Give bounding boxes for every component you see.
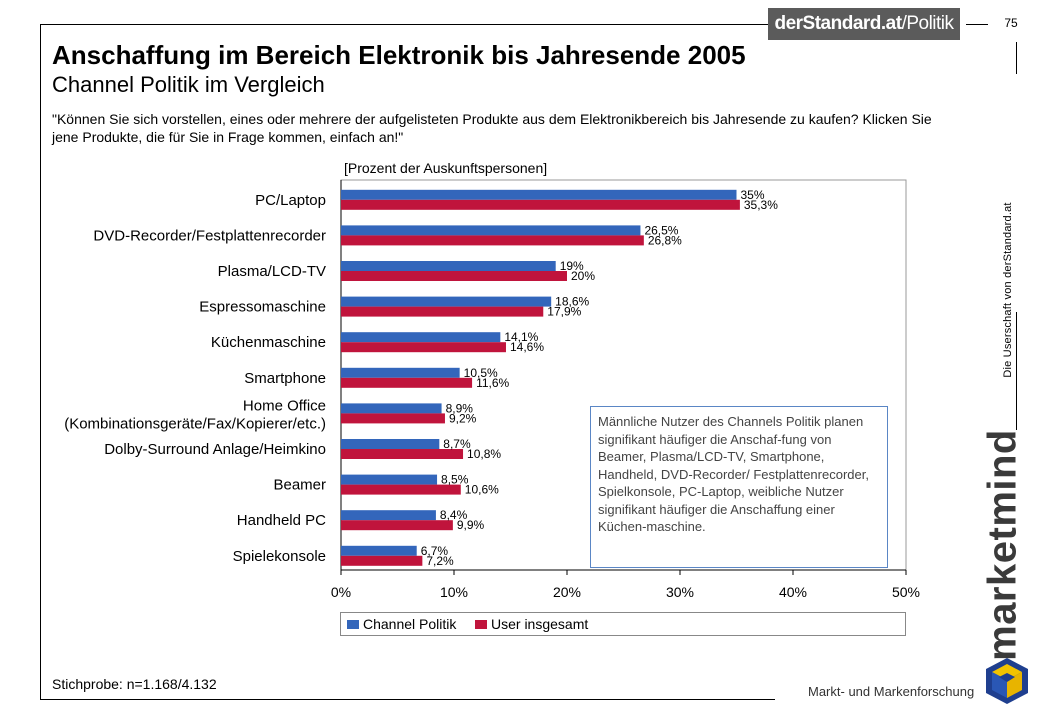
value-label: 18,6% — [555, 295, 589, 309]
value-label: 8,5% — [441, 473, 469, 487]
page-title: Anschaffung im Bereich Elektronik bis Ja… — [52, 40, 746, 70]
bar-channel-politik — [341, 545, 417, 556]
value-label: 10,5% — [464, 366, 498, 380]
derstandard-logo: derStandard.at/Politik — [768, 8, 960, 40]
annotation-box: Männliche Nutzer des Channels Politik pl… — [590, 406, 888, 568]
left-rule — [40, 24, 41, 700]
x-tick-label: 30% — [666, 584, 694, 600]
value-label: 20% — [571, 269, 595, 283]
value-label: 9,2% — [449, 411, 477, 425]
bar-user-insgesamt — [341, 306, 544, 317]
value-label: 19% — [560, 259, 584, 273]
bar-channel-politik — [341, 403, 442, 414]
side-rule-upper — [1016, 42, 1017, 74]
bar-user-insgesamt — [341, 449, 464, 459]
legend-item-channel-politik: Channel Politik — [347, 616, 456, 632]
legend-label-channel: Channel Politik — [363, 616, 457, 632]
page-number: 75 — [1004, 16, 1018, 30]
value-label: 11,6% — [476, 376, 509, 390]
marketmind-cube-logo — [986, 658, 1028, 704]
bar-channel-politik — [341, 367, 460, 378]
bar-channel-politik — [341, 439, 440, 449]
bar-channel-politik — [341, 332, 501, 343]
top-rule — [40, 24, 770, 25]
value-label: 17,9% — [547, 305, 581, 319]
unit-label: [Prozent der Auskunftspersonen] — [344, 160, 548, 176]
chart-legend: Channel Politik User insgesamt — [340, 612, 906, 636]
bar-user-insgesamt — [341, 555, 423, 566]
value-label: 8,4% — [440, 508, 468, 522]
legend-label-user: User insgesamt — [491, 616, 589, 632]
bar-user-insgesamt — [341, 520, 453, 531]
legend-swatch-channel — [347, 619, 359, 629]
bar-channel-politik — [341, 510, 436, 521]
page-subtitle: Channel Politik im Vergleich — [52, 72, 325, 97]
bar-user-insgesamt — [341, 235, 644, 246]
ticks-layer: 0% 10% 20% 30% 40% 50% — [331, 570, 920, 600]
bar-channel-politik — [341, 261, 556, 271]
value-label: 35,3% — [744, 198, 778, 212]
value-label: 7,2% — [426, 554, 454, 568]
legend-item-user-insgesamt: User insgesamt — [475, 616, 588, 632]
value-label: 26,8% — [648, 233, 682, 247]
survey-question: "Können Sie sich vorstellen, eines oder … — [52, 111, 932, 145]
x-tick-label: 20% — [553, 584, 581, 600]
category-label: Plasma/LCD-TV — [218, 263, 326, 280]
bar-channel-politik — [341, 296, 552, 307]
marketmind-tagline: Markt- und Markenforschung — [808, 684, 975, 699]
category-label: Beamer — [273, 477, 326, 494]
value-label: 10,6% — [465, 483, 499, 497]
category-label: Handheld PC — [237, 512, 326, 529]
x-tick-label: 10% — [440, 584, 468, 600]
category-label: Küchenmaschine — [211, 334, 326, 351]
category-label: Spielekonsole — [233, 548, 326, 565]
sample-size-note: Stichprobe: n=1.168/4.132 — [52, 676, 217, 692]
side-rule-middle — [1016, 312, 1017, 430]
value-label: 26,5% — [644, 223, 678, 237]
x-tick-label: 0% — [331, 584, 351, 600]
top-right-rule — [966, 24, 988, 25]
category-label: DVD-Recorder/Festplattenrecorder — [93, 227, 326, 244]
value-label: 35% — [741, 188, 765, 202]
category-label: Home Office (Kombinationsgeräte/Fax/Kopie… — [64, 397, 326, 432]
category-label: Smartphone — [244, 370, 326, 387]
value-label: 14,6% — [510, 340, 544, 354]
bottom-rule — [40, 699, 775, 700]
bar-user-insgesamt — [341, 484, 461, 495]
value-label: 6,7% — [421, 544, 449, 558]
x-tick-label: 50% — [892, 584, 920, 600]
bar-user-insgesamt — [341, 271, 567, 281]
category-label: Espressomaschine — [199, 299, 326, 316]
bar-user-insgesamt — [341, 342, 506, 353]
value-label: 8,9% — [446, 401, 474, 415]
bar-channel-politik — [341, 225, 641, 236]
value-label: 8,7% — [443, 437, 471, 451]
value-label: 9,9% — [457, 518, 485, 532]
category-label: Dolby-Surround Anlage/Heimkino — [104, 441, 326, 458]
bar-channel-politik — [341, 474, 438, 485]
bar-user-insgesamt — [341, 199, 740, 210]
x-tick-label: 40% — [779, 584, 807, 600]
bars-layer — [341, 189, 740, 566]
bar-channel-politik — [341, 189, 737, 200]
logo-slash: /Politik — [901, 13, 954, 34]
value-label: 10,8% — [467, 447, 501, 461]
legend-swatch-user — [475, 619, 487, 629]
labels-layer: PC/Laptop 35%35,3% DVD-Recorder/Festplatte… — [64, 188, 778, 568]
logo-text: derStandard.at — [774, 13, 902, 34]
bar-user-insgesamt — [341, 413, 445, 424]
value-label: 14,1% — [504, 330, 538, 344]
category-label: PC/Laptop — [255, 192, 326, 209]
bar-user-insgesamt — [341, 377, 473, 388]
